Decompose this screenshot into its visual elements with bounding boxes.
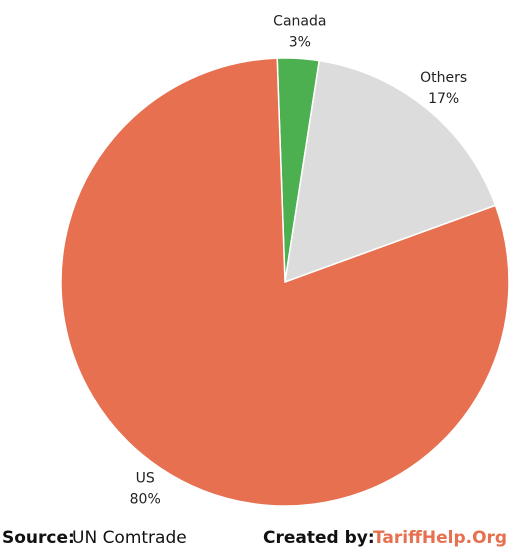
slice-value-label: 80% bbox=[130, 491, 161, 507]
slice-value-label: 17% bbox=[428, 91, 459, 107]
pie-slice bbox=[60, 57, 510, 507]
chart: Canada 3% Others 17% US 80% bbox=[60, 13, 510, 507]
footer: Source: UN Comtrade Created by: TariffHe… bbox=[0, 528, 511, 552]
source: UN Comtrade bbox=[72, 528, 187, 548]
pie-slice bbox=[284, 59, 497, 284]
slice-label: Canada bbox=[273, 13, 326, 29]
slice-value-label: 3% bbox=[289, 34, 311, 50]
created-label: Created by: bbox=[263, 528, 375, 548]
slice-label: US bbox=[136, 470, 155, 486]
slice-label: Others bbox=[420, 70, 467, 86]
source-label: Source: bbox=[2, 528, 75, 548]
created-by: TariffHelp.Org bbox=[373, 528, 508, 548]
